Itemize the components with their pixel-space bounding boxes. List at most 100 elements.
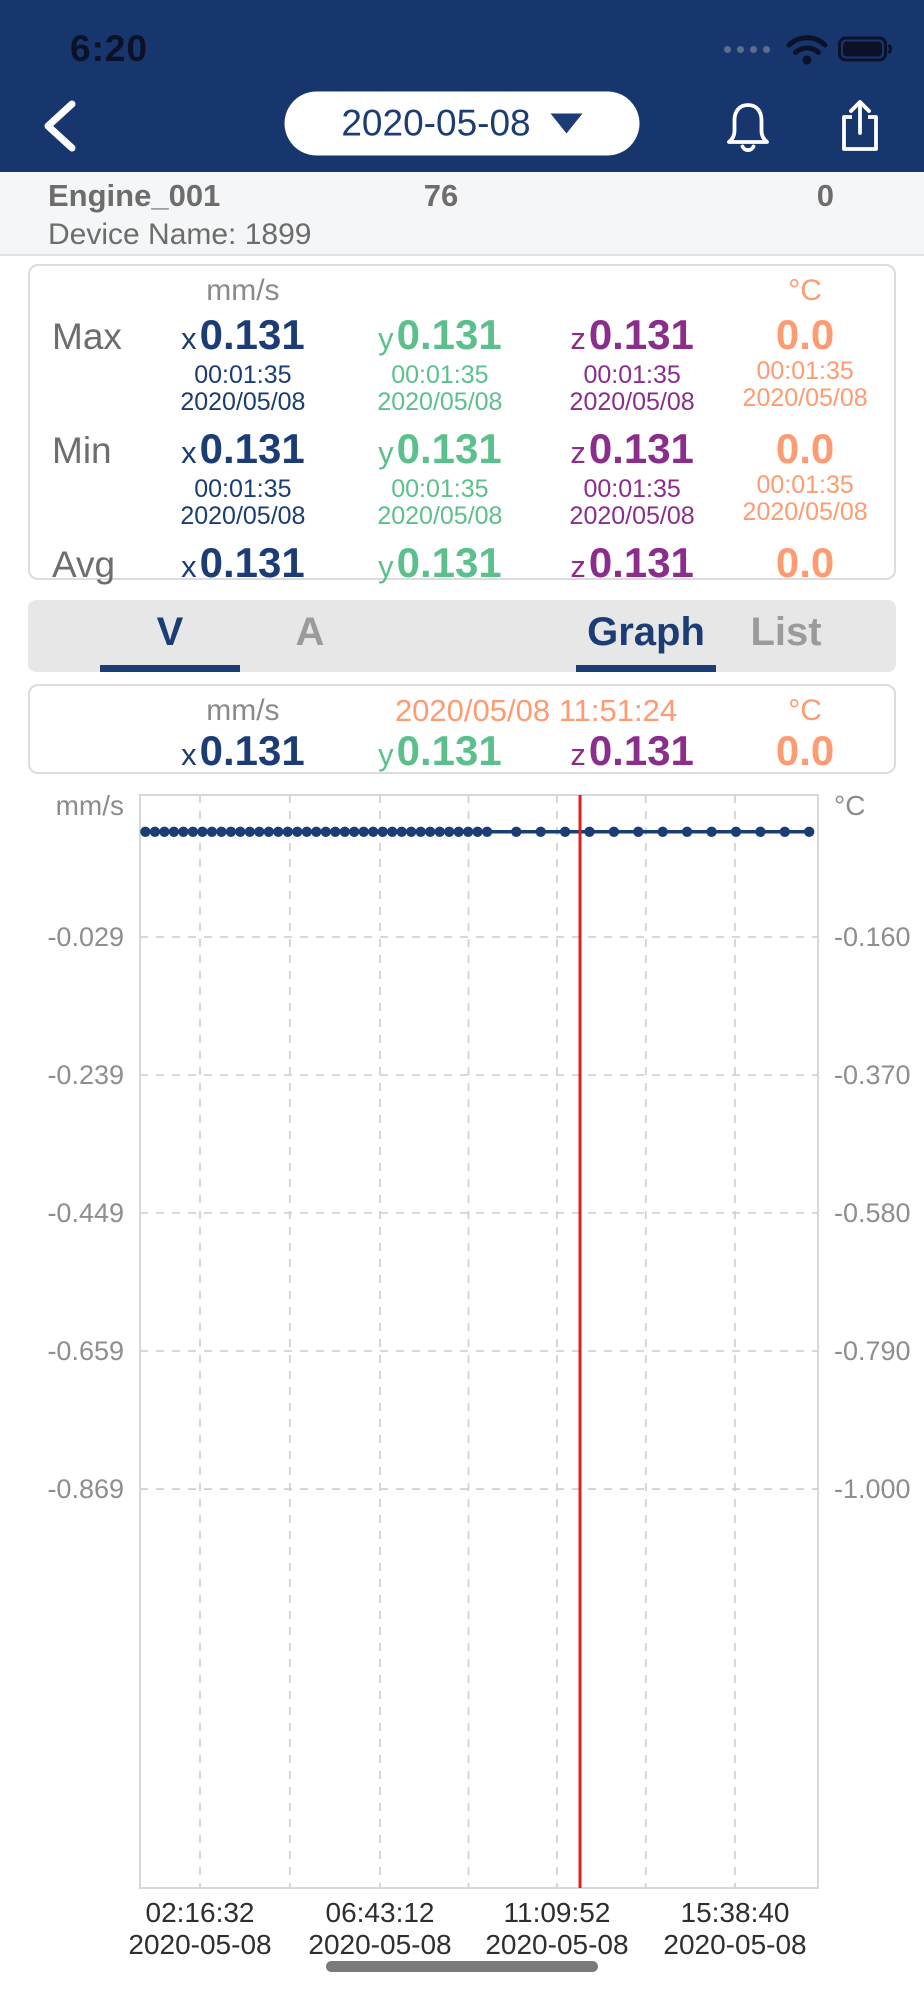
max-y-time: 00:01:35 — [391, 361, 489, 389]
max-temp-time: 00:01:35 — [756, 357, 854, 385]
current-reading-card: mm/s 2020/05/08 11:51:24 °C x 0.131 y 0.13… — [28, 684, 896, 774]
z-axis-prefix: z — [570, 321, 586, 356]
stats-summary-card: mm/s °C Max x 0.131 00:01:35 2020/05/08 y… — [28, 264, 896, 586]
svg-text:15:38:40: 15:38:40 — [681, 1897, 790, 1928]
reading-temp-unit: °C — [788, 694, 822, 727]
z-axis-prefix: z — [570, 549, 586, 584]
z-axis-prefix: z — [570, 737, 586, 772]
svg-text:2020-05-08: 2020-05-08 — [128, 1929, 271, 1960]
bell-icon — [727, 103, 769, 152]
avg-x-cell: x 0.131 — [142, 540, 344, 590]
x-axis-prefix: x — [181, 435, 197, 470]
tab-spacer — [380, 600, 576, 672]
share-button[interactable] — [836, 97, 884, 155]
svg-text:02:16:32: 02:16:32 — [146, 1897, 255, 1928]
svg-text:-0.869: -0.869 — [47, 1474, 124, 1504]
vibration-trend-chart[interactable]: -0.029 -0.160 -0.239 -0.370 -0.449 -0.580 -0.6… — [0, 780, 924, 2000]
max-y-cell: y 0.131 00:01:35 2020/05/08 — [344, 312, 536, 416]
max-x-date: 2020/05/08 — [180, 388, 306, 416]
status-bar: 6:20 — [0, 0, 924, 80]
reading-values-row: x 0.131 y 0.131 z 0.131 0.0 — [32, 728, 882, 778]
min-temp-value: 0.0 — [775, 425, 835, 472]
svg-text:06:43:12: 06:43:12 — [326, 1897, 435, 1928]
reading-timestamp: 2020/05/08 11:51:24 — [394, 693, 678, 728]
chart-section: -0.029 -0.160 -0.239 -0.370 -0.449 -0.580 -0.6… — [0, 780, 924, 2000]
svg-text:-0.239: -0.239 — [47, 1060, 124, 1090]
stats-row-avg: Avg x 0.131 y 0.131 z 0.131 0.0 — [32, 540, 882, 590]
svg-text:-0.449: -0.449 — [47, 1198, 124, 1228]
tab-acceleration[interactable]: A — [240, 600, 380, 672]
cellular-signal-icon — [724, 45, 770, 53]
tab-list[interactable]: List — [716, 600, 856, 672]
reading-velocity-unit: mm/s — [206, 694, 280, 727]
avg-temp-value: 0.0 — [775, 539, 835, 586]
min-temp-date: 2020/05/08 — [742, 498, 868, 526]
svg-text:2020-05-08: 2020-05-08 — [308, 1929, 451, 1960]
min-y-time: 00:01:35 — [391, 475, 489, 503]
svg-text:2020-05-08: 2020-05-08 — [663, 1929, 806, 1960]
svg-text:-0.790: -0.790 — [834, 1336, 911, 1366]
app-header: 6:20 20 — [0, 0, 924, 172]
min-y-date: 2020/05/08 — [377, 502, 503, 530]
svg-text:-0.659: -0.659 — [47, 1336, 124, 1366]
min-x-cell: x 0.131 00:01:35 2020/05/08 — [142, 426, 344, 530]
svg-text:2020-05-08: 2020-05-08 — [485, 1929, 628, 1960]
nav-bar: 2020-05-08 — [0, 80, 924, 172]
svg-text:-1.000: -1.000 — [834, 1474, 911, 1504]
date-selector[interactable]: 2020-05-08 — [284, 91, 640, 156]
device-name: Engine_001 — [48, 178, 221, 213]
max-z-cell: z 0.131 00:01:35 2020/05/08 — [536, 312, 728, 416]
avg-temp-cell: 0.0 — [728, 540, 882, 586]
svg-text:-0.580: -0.580 — [834, 1198, 911, 1228]
status-icons — [724, 33, 894, 65]
alarm-count: 0 — [816, 178, 834, 213]
reading-count: 76 — [423, 178, 459, 213]
temperature-unit-label: °C — [788, 274, 822, 307]
nav-actions — [722, 97, 884, 155]
velocity-unit-label: mm/s — [206, 274, 280, 307]
y-axis-prefix: y — [378, 321, 394, 356]
min-z-cell: z 0.131 00:01:35 2020/05/08 — [536, 426, 728, 530]
max-x-time: 00:01:35 — [194, 361, 292, 389]
device-info-row: Engine_001 76 0 — [48, 178, 834, 214]
tab-velocity[interactable]: V — [100, 600, 240, 672]
svg-text:-0.370: -0.370 — [834, 1060, 911, 1090]
svg-text:-0.029: -0.029 — [47, 922, 124, 952]
min-z-value: 0.131 — [588, 425, 694, 472]
max-temp-value: 0.0 — [775, 311, 835, 358]
avg-y-cell: y 0.131 — [344, 540, 536, 590]
min-x-date: 2020/05/08 — [180, 502, 306, 530]
max-y-value: 0.131 — [396, 311, 502, 358]
avg-row-label: Avg — [52, 544, 116, 585]
avg-z-value: 0.131 — [588, 539, 694, 586]
reading-z-value: 0.131 — [588, 727, 694, 774]
device-info: Engine_001 76 0 Device Name: 1899 — [0, 172, 924, 256]
notifications-button[interactable] — [722, 98, 774, 154]
min-y-value: 0.131 — [396, 425, 502, 472]
tab-graph[interactable]: Graph — [576, 600, 716, 672]
min-temp-time: 00:01:35 — [756, 471, 854, 499]
battery-icon — [838, 36, 892, 62]
reading-temp-value: 0.0 — [775, 727, 835, 774]
chevron-left-icon — [44, 100, 76, 152]
max-x-value: 0.131 — [199, 311, 305, 358]
min-row-label: Min — [52, 430, 112, 471]
z-axis-prefix: z — [570, 435, 586, 470]
back-button[interactable] — [40, 98, 80, 154]
x-axis-prefix: x — [181, 737, 197, 772]
max-row-label: Max — [52, 316, 122, 357]
svg-text:11:09:52: 11:09:52 — [504, 1897, 611, 1928]
reading-x-value: 0.131 — [199, 727, 305, 774]
x-axis-prefix: x — [181, 549, 197, 584]
reading-x-cell: x 0.131 — [142, 728, 344, 778]
min-temp-cell: 0.0 00:01:35 2020/05/08 — [728, 426, 882, 526]
max-z-value: 0.131 — [588, 311, 694, 358]
selected-date: 2020-05-08 — [341, 102, 531, 144]
share-icon — [842, 100, 878, 151]
svg-text:-0.160: -0.160 — [834, 922, 911, 952]
svg-text:°C: °C — [834, 790, 865, 821]
stats-row-min: Min x 0.131 00:01:35 2020/05/08 y 0.131 00… — [32, 426, 882, 530]
y-axis-prefix: y — [378, 549, 394, 584]
home-indicator[interactable] — [326, 1961, 598, 1972]
